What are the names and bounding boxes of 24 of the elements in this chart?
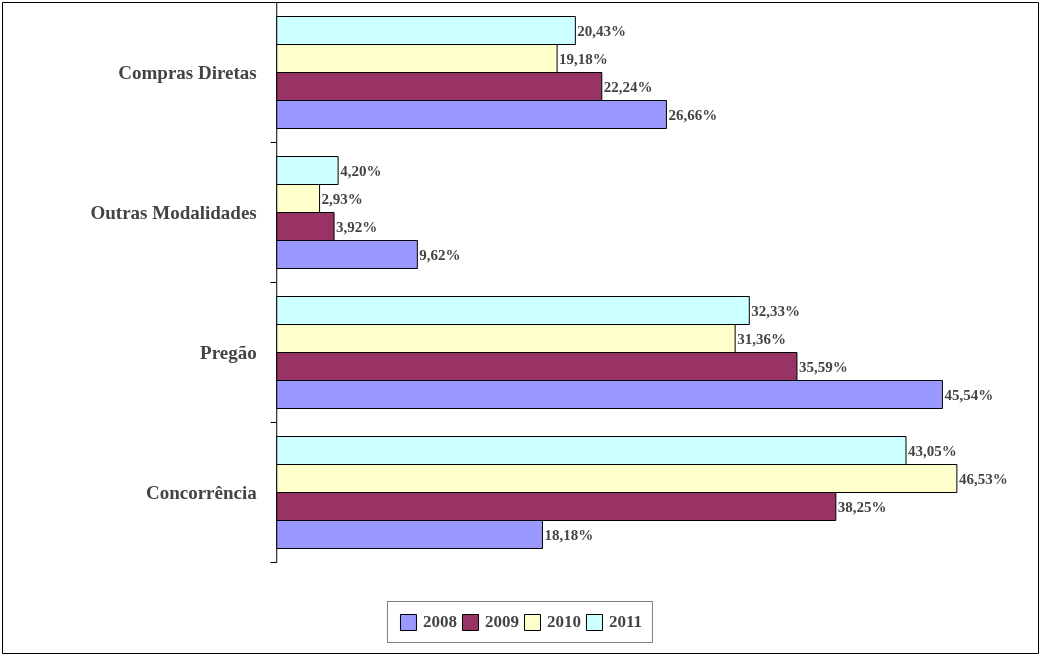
data-label: 32,33%: [751, 302, 801, 319]
data-label: 35,59%: [798, 358, 848, 375]
data-label: 19,18%: [559, 50, 608, 67]
data-label: 18,18%: [544, 526, 594, 543]
data-label: 43,05%: [908, 442, 957, 459]
y-tick-label: Pregão: [200, 342, 257, 363]
y-tick-label: Outras Modalidades: [90, 202, 257, 223]
data-label: 38,25%: [837, 498, 887, 515]
data-label: 45,54%: [944, 386, 994, 403]
data-label: 2,93%: [321, 190, 363, 207]
legend-label: 2008: [422, 612, 457, 632]
legend-label: 2009: [484, 612, 519, 632]
legend-label: 2011: [608, 612, 643, 632]
y-tick-label: Concorrência: [145, 482, 258, 503]
data-label: 9,62%: [419, 246, 461, 263]
y-tick-label: Compras Diretas: [118, 62, 257, 83]
data-label: 22,24%: [603, 78, 653, 95]
legend-label: 2010: [546, 612, 581, 632]
data-label: 3,92%: [336, 218, 378, 235]
data-label: 20,43%: [577, 22, 627, 39]
data-label: 46,53%: [958, 470, 1008, 487]
data-label: 4,20%: [340, 162, 382, 179]
data-label: 31,36%: [737, 330, 786, 347]
data-label: 26,66%: [668, 106, 718, 123]
